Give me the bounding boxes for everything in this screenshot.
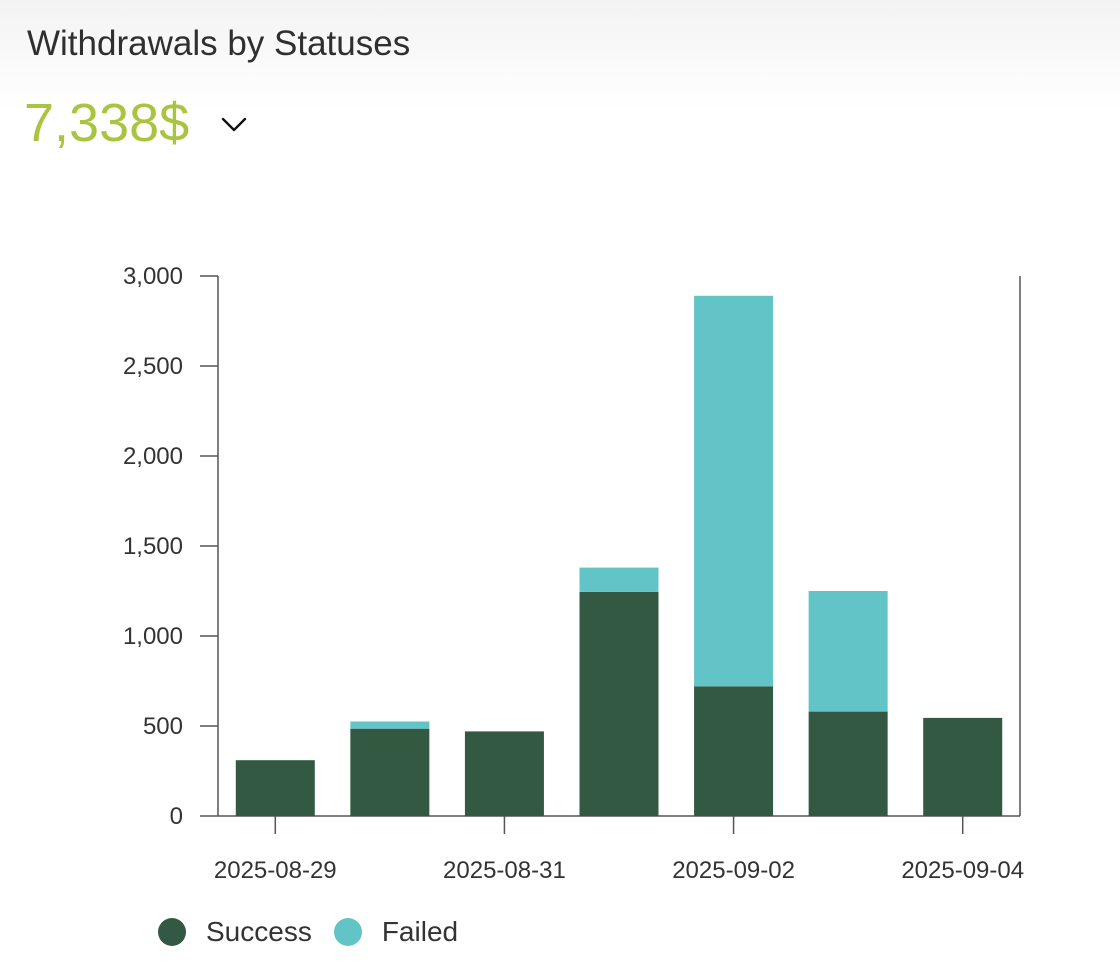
legend-label: Failed xyxy=(381,916,459,947)
y-tick-label: 0 xyxy=(170,803,183,830)
chart-legend: Success Failed xyxy=(158,912,480,952)
x-tick-label: 2025-09-02 xyxy=(672,857,795,884)
bar-failed xyxy=(350,721,430,729)
y-tick-label: 3,000 xyxy=(123,263,183,290)
chevron-down-icon[interactable] xyxy=(219,115,249,135)
bar-success xyxy=(808,711,888,816)
legend-label: Success xyxy=(206,916,312,947)
bar-failed xyxy=(808,591,888,712)
bar-success xyxy=(235,760,315,816)
y-tick-label: 1,500 xyxy=(123,533,183,560)
legend-item-failed[interactable]: Failed xyxy=(333,916,459,948)
x-tick-label: 2025-09-04 xyxy=(901,857,1024,884)
total-row: 7,338$ xyxy=(24,90,249,156)
bar-success xyxy=(694,686,774,816)
bar-success xyxy=(579,591,659,816)
y-tick-label: 1,000 xyxy=(123,623,183,650)
bar-failed xyxy=(694,295,774,687)
bar-failed xyxy=(579,567,659,592)
total-amount: 7,338$ xyxy=(24,93,190,153)
legend-swatch xyxy=(158,918,186,946)
legend-item-success[interactable]: Success xyxy=(158,916,312,948)
x-tick-label: 2025-08-29 xyxy=(214,857,337,884)
bar-success xyxy=(464,731,544,816)
x-tick-label: 2025-08-31 xyxy=(443,857,566,884)
y-tick-label: 2,000 xyxy=(123,443,183,470)
bar-success xyxy=(923,717,1003,816)
card-title: Withdrawals by Statuses xyxy=(27,24,411,63)
bar-success xyxy=(350,728,430,816)
y-tick-label: 2,500 xyxy=(123,353,183,380)
y-tick-label: 500 xyxy=(143,713,183,740)
legend-swatch xyxy=(333,918,362,946)
